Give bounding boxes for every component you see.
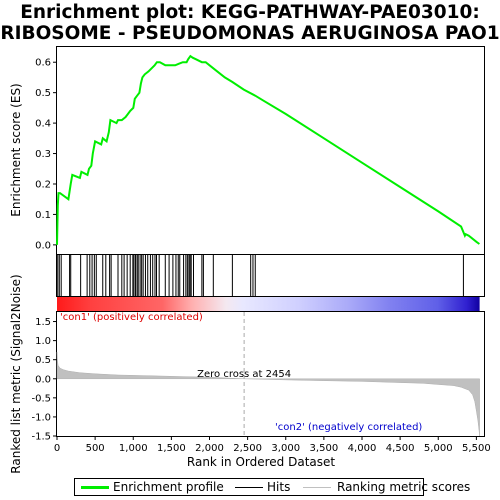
metric-y-tick-label: -0.5 bbox=[31, 393, 51, 404]
metric-panel-frame bbox=[56, 311, 485, 437]
legend-enrichment-label: Enrichment profile bbox=[113, 480, 224, 494]
es-y-tick-label: 0.0 bbox=[35, 240, 51, 251]
x-tick-label: 3,000 bbox=[271, 443, 300, 454]
legend-enrichment-swatch bbox=[81, 486, 109, 489]
es-y-tick-label: 0.1 bbox=[35, 210, 51, 221]
legend-ranking-swatch bbox=[303, 487, 331, 488]
es-panel-frame bbox=[56, 46, 485, 255]
x-tick-label: 3,500 bbox=[310, 443, 339, 454]
es-y-tick-label: 0.3 bbox=[35, 149, 51, 160]
hits-panel-frame bbox=[56, 254, 485, 297]
metric-y-tick-label: 1.5 bbox=[35, 317, 51, 328]
x-tick-label: 5,500 bbox=[462, 443, 491, 454]
chart-title-line2: RIBOSOME - PSEUDOMONAS AERUGINOSA PAO1 bbox=[0, 23, 500, 44]
metric-y-tick-label: -1.0 bbox=[31, 412, 51, 423]
metric-y-tick-label: -1.5 bbox=[31, 432, 51, 443]
x-tick-label: 1,000 bbox=[119, 443, 148, 454]
es-y-tick-label: 0.5 bbox=[35, 88, 51, 99]
x-tick-label: 2,000 bbox=[195, 443, 224, 454]
zero-cross-label: Zero cross at 2454 bbox=[197, 369, 291, 380]
metric-y-tick-label: 1.0 bbox=[35, 336, 51, 347]
x-tick-label: 500 bbox=[86, 443, 105, 454]
enrichment-profile-line bbox=[56, 54, 480, 245]
negative-correlation-label: 'con2' (negatively correlated) bbox=[275, 422, 422, 433]
legend: Enrichment profile Hits Ranking metric s… bbox=[74, 478, 470, 496]
x-axis-label: Rank in Ordered Dataset bbox=[187, 455, 335, 469]
legend-ranking-label: Ranking metric scores bbox=[337, 480, 471, 494]
metric-y-axis-label: Ranked list metric (Signal2Noise) bbox=[9, 274, 23, 473]
es-y-axis-label: Enrichment score (ES) bbox=[9, 83, 23, 216]
x-tick-label: 2,500 bbox=[233, 443, 262, 454]
positive-correlation-label: 'con1' (positively correlated) bbox=[60, 312, 203, 323]
x-tick-label: 4,000 bbox=[348, 443, 377, 454]
metric-y-tick-label: 0.0 bbox=[35, 374, 51, 385]
x-tick-label: 5,000 bbox=[424, 443, 453, 454]
es-y-tick-label: 0.4 bbox=[35, 119, 51, 130]
legend-hits-label: Hits bbox=[267, 480, 291, 494]
es-y-tick-label: 0.2 bbox=[35, 179, 51, 190]
metric-y-tick-label: 0.5 bbox=[35, 355, 51, 366]
x-tick-label: 4,500 bbox=[386, 443, 415, 454]
chart-title-line1: Enrichment plot: KEGG-PATHWAY-PAE03010: bbox=[20, 2, 480, 23]
legend-hits-swatch bbox=[235, 487, 263, 488]
x-tick-label: 0 bbox=[54, 443, 60, 454]
rank-color-bar bbox=[57, 297, 480, 311]
es-y-tick-label: 0.6 bbox=[35, 58, 51, 69]
x-tick-label: 1,500 bbox=[157, 443, 186, 454]
ranking-metric-area bbox=[56, 352, 480, 437]
